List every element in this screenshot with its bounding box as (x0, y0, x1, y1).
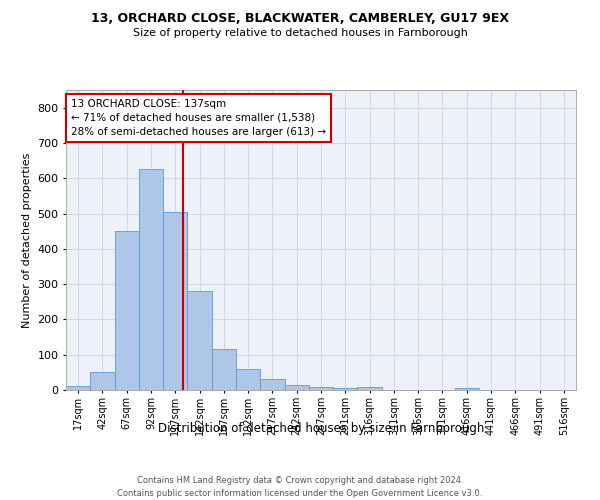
Text: 13 ORCHARD CLOSE: 137sqm
← 71% of detached houses are smaller (1,538)
28% of sem: 13 ORCHARD CLOSE: 137sqm ← 71% of detach… (71, 99, 326, 137)
Text: Distribution of detached houses by size in Farnborough: Distribution of detached houses by size … (158, 422, 484, 435)
Bar (309, 387, 333, 390)
Bar (455, 388, 479, 390)
Bar (139, 170, 163, 390)
Bar (358, 387, 382, 390)
Bar (212, 350, 236, 390)
Bar (260, 380, 284, 390)
Bar (90, 372, 115, 390)
Bar (333, 388, 358, 390)
Text: Contains HM Land Registry data © Crown copyright and database right 2024.
Contai: Contains HM Land Registry data © Crown c… (118, 476, 482, 498)
Bar (163, 212, 187, 390)
Bar (284, 384, 309, 390)
Bar (115, 231, 139, 390)
Text: Size of property relative to detached houses in Farnborough: Size of property relative to detached ho… (133, 28, 467, 38)
Bar (236, 369, 260, 390)
Y-axis label: Number of detached properties: Number of detached properties (22, 152, 32, 328)
Bar (66, 386, 90, 390)
Text: 13, ORCHARD CLOSE, BLACKWATER, CAMBERLEY, GU17 9EX: 13, ORCHARD CLOSE, BLACKWATER, CAMBERLEY… (91, 12, 509, 26)
Bar (187, 291, 212, 390)
